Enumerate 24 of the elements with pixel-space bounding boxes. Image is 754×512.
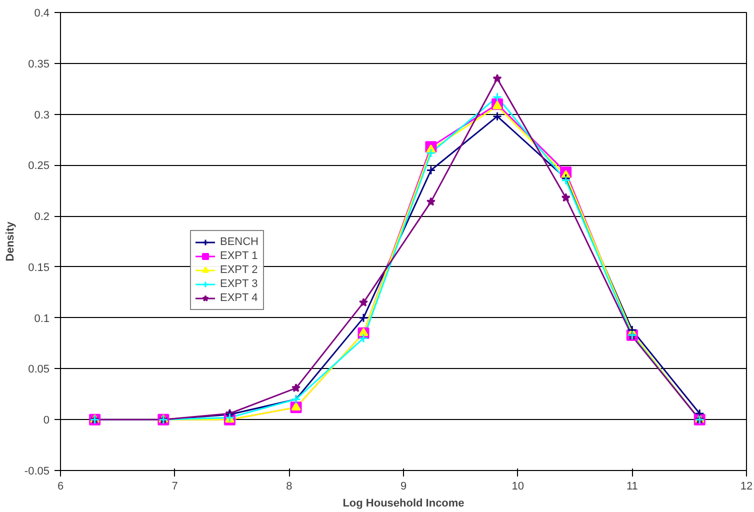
- y-tick-label: 0.3: [34, 109, 50, 122]
- x-tick-label: 12: [740, 480, 753, 492]
- y-tick-label: 0: [43, 414, 50, 427]
- y-tick-label: -0.05: [24, 466, 50, 478]
- x-tick-label: 6: [57, 480, 64, 492]
- x-tick-label: 10: [512, 480, 524, 492]
- y-tick-label: 0.15: [28, 262, 50, 274]
- legend-label: EXPT 3: [220, 277, 258, 291]
- x-tick-label: 11: [626, 480, 638, 492]
- y-tick-label: 0.1: [34, 312, 50, 325]
- x-tick-label: 9: [400, 480, 407, 492]
- legend-label: BENCH: [220, 235, 259, 249]
- y-tick-label: 0.4: [34, 8, 50, 20]
- x-axis-title: Log Household Income: [342, 498, 464, 510]
- y-axis-title: Density: [4, 220, 16, 262]
- legend-label: EXPT 2: [220, 263, 258, 277]
- x-tick-label: 8: [286, 480, 292, 492]
- y-tick-label: 0.05: [28, 364, 50, 376]
- legend-label: EXPT 1: [220, 249, 258, 263]
- y-tick-label: 0.25: [28, 160, 50, 172]
- legend-label: EXPT 4: [220, 291, 258, 305]
- y-tick-label: 0.2: [34, 211, 50, 224]
- y-tick-label: 0.35: [28, 58, 50, 70]
- x-tick-label: 7: [172, 480, 178, 492]
